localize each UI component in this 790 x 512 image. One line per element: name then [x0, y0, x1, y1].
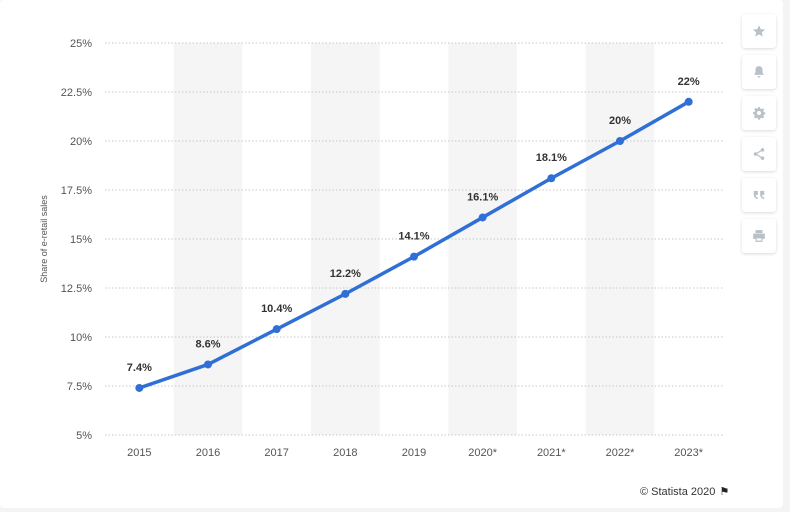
y-tick-label: 12.5% [61, 283, 92, 295]
print-icon [753, 230, 765, 242]
y-axis-label: Share of e-retail sales [39, 195, 49, 283]
x-tick-label: 2022* [606, 447, 635, 459]
data-label: 16.1% [467, 191, 498, 203]
x-tick-label: 2020* [468, 447, 497, 459]
data-point [204, 360, 212, 369]
x-tick-label: 2015 [127, 447, 151, 459]
cite-button[interactable] [742, 178, 776, 212]
x-tick-label: 2023* [674, 447, 703, 459]
y-tick-label: 10% [70, 332, 92, 344]
x-tick-label: 2016 [196, 447, 220, 459]
star-icon [752, 25, 766, 37]
column-band [311, 43, 380, 435]
flag-icon: ⚑ [719, 486, 730, 498]
data-points [135, 97, 693, 392]
data-label: 7.4% [127, 362, 152, 374]
data-label: 8.6% [195, 338, 220, 350]
y-tick-label: 22.5% [61, 87, 92, 99]
notification-button[interactable] [742, 55, 776, 89]
y-tick-label: 15% [70, 234, 92, 246]
data-point [135, 383, 144, 392]
credit-text: © Statista 2020 [640, 485, 716, 498]
share-button[interactable] [742, 137, 776, 171]
gridlines [105, 42, 723, 436]
y-tick-label: 20% [70, 136, 92, 148]
x-tick-label: 2021* [537, 447, 566, 459]
data-point [684, 97, 693, 106]
source-credit[interactable]: © Statista 2020 ⚑ [640, 485, 730, 499]
y-tick-label: 25% [70, 38, 92, 50]
data-point [341, 289, 350, 298]
data-point [410, 252, 418, 261]
data-label: 14.1% [398, 231, 429, 243]
data-point [616, 137, 624, 145]
settings-button[interactable] [742, 96, 776, 130]
data-label: 18.1% [536, 152, 567, 164]
data-point [547, 174, 556, 183]
y-axis-ticks: 5% 7.5% 10% 12.5% 15% 17.5% 20% 22.5% 25% [61, 38, 92, 442]
y-tick-label: 7.5% [67, 381, 92, 393]
favorite-button[interactable] [742, 14, 776, 48]
data-label: 10.4% [261, 303, 292, 315]
x-tick-label: 2017 [264, 447, 288, 459]
y-tick-label: 5% [76, 430, 92, 442]
data-labels: 7.4% 8.6% 10.4% 12.2% 14.1% 16.1% 18.1% 20% 22% [127, 76, 700, 374]
share-icon [753, 148, 765, 160]
bell-icon [754, 66, 764, 78]
data-label: 20% [609, 115, 631, 127]
data-label: 12.2% [330, 268, 361, 280]
print-button[interactable] [742, 219, 776, 253]
x-tick-label: 2018 [333, 447, 357, 459]
data-label: 22% [678, 76, 700, 88]
data-point [272, 325, 281, 334]
data-point [478, 213, 487, 222]
chart-toolbar [742, 14, 776, 260]
gear-icon [753, 107, 766, 120]
x-axis-ticks: 2015 2016 2017 2018 2019 2020* 2021* 2022* 2023* [127, 447, 704, 459]
x-tick-label: 2019 [402, 447, 426, 459]
quote-icon [753, 190, 765, 200]
y-tick-label: 17.5% [61, 185, 92, 197]
